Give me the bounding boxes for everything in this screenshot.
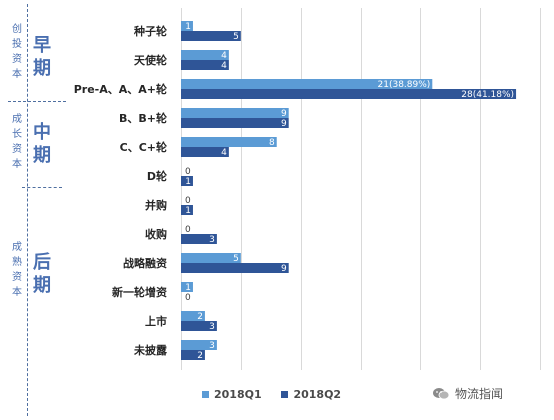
- data-label: 9: [281, 119, 287, 129]
- bar-2018q2: [181, 31, 241, 41]
- bar-2018q2: [181, 60, 229, 70]
- data-label: 2: [197, 312, 203, 322]
- bar-2018q2: [181, 321, 217, 331]
- data-label: 1: [185, 22, 191, 32]
- data-label: 1: [185, 206, 191, 216]
- bar-2018q1: [181, 79, 433, 89]
- category-label: 收购: [145, 227, 167, 241]
- category-label: 天使轮: [134, 53, 167, 67]
- bar-2018q1: [181, 340, 217, 350]
- data-label: 3: [209, 322, 215, 332]
- bar-2018q1: [181, 311, 205, 321]
- data-label: 3: [209, 341, 215, 351]
- group-mid-main: 中期: [33, 122, 51, 166]
- bar-2018q2: [181, 234, 217, 244]
- data-label: 4: [221, 61, 227, 71]
- data-label: 8: [269, 138, 275, 148]
- bar-2018q2: [181, 176, 193, 186]
- bar-2018q2: [181, 147, 229, 157]
- bar-2018q1: [181, 108, 289, 118]
- bar-2018q1: [181, 253, 241, 263]
- data-label: 28(41.18%): [461, 90, 514, 100]
- legend-item-q2: 2018Q2: [281, 388, 341, 401]
- bar-2018q1: [181, 21, 193, 31]
- data-label: 0: [185, 225, 191, 235]
- data-label: 4: [221, 51, 227, 61]
- data-label: 0: [185, 196, 191, 206]
- category-label: D轮: [147, 169, 167, 183]
- data-label: 2: [197, 351, 203, 361]
- data-label: 9: [281, 109, 287, 119]
- group-divider-early-mid: [8, 101, 66, 102]
- legend: 2018Q1 2018Q2: [202, 388, 357, 401]
- data-label: 1: [185, 283, 191, 293]
- wechat-icon: [433, 388, 450, 400]
- category-label: 未披露: [133, 343, 168, 357]
- legend-swatch-q1: [202, 391, 209, 398]
- group-late-sub: 成熟资本: [12, 242, 22, 298]
- category-label: 上市: [145, 314, 167, 328]
- data-label: 0: [185, 167, 191, 177]
- category-label: 并购: [145, 198, 167, 212]
- bar-2018q1: [181, 50, 229, 60]
- data-label: 3: [209, 235, 215, 245]
- data-label: 21(38.89%): [378, 80, 431, 90]
- group-mid-sub: 成长资本: [12, 114, 22, 170]
- bar-2018q2: [181, 118, 289, 128]
- group-late-main: 后期: [33, 252, 51, 296]
- category-label: Pre-A、A、A+轮: [74, 82, 167, 96]
- data-label: 4: [221, 148, 227, 158]
- category-label: 新一轮增资: [112, 285, 167, 299]
- category-label: 种子轮: [133, 24, 167, 38]
- watermark: 物流指闻: [432, 385, 503, 402]
- bar-2018q2: [181, 350, 205, 360]
- group-early-sub: 创投资本: [12, 24, 22, 80]
- group-divider-mid-late: [22, 187, 62, 188]
- data-label: 1: [185, 177, 191, 187]
- category-label: C、C+轮: [120, 140, 167, 154]
- category-label: 战略融资: [123, 256, 167, 270]
- bar-2018q2: [181, 205, 193, 215]
- bar-2018q1: [181, 137, 277, 147]
- group-early-main: 早期: [33, 35, 51, 79]
- category-label: B、B+轮: [119, 111, 167, 125]
- group-divider-vertical: [27, 4, 28, 416]
- watermark-text: 物流指闻: [455, 387, 504, 401]
- bar-2018q2: [181, 89, 517, 99]
- data-label: 0: [185, 293, 191, 303]
- data-label: 5: [233, 32, 239, 42]
- legend-swatch-q2: [281, 391, 289, 398]
- legend-item-q1: 2018Q1: [202, 388, 262, 401]
- bar-2018q2: [181, 263, 289, 273]
- legend-label-q2: 2018Q2: [293, 388, 342, 401]
- legend-label-q1: 2018Q1: [214, 388, 262, 401]
- data-label: 9: [281, 264, 287, 274]
- bar-2018q1: [181, 282, 193, 292]
- data-label: 5: [233, 254, 239, 264]
